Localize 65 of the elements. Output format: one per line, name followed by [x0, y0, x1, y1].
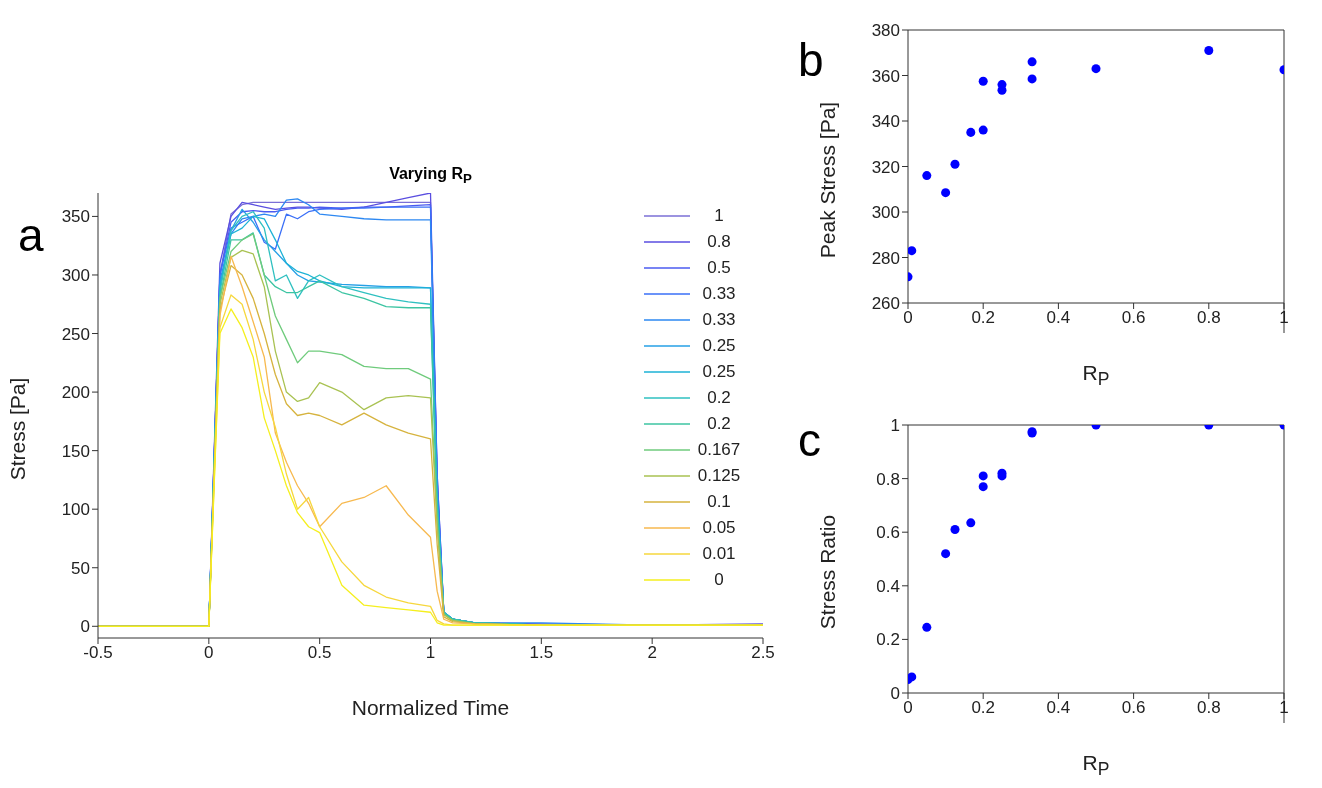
y-tick-label: 250 [61, 324, 90, 344]
legend-label: 0.2 [706, 414, 732, 434]
x-tick-label: 0.2 [971, 308, 996, 328]
legend-label: 0.1 [706, 492, 732, 512]
y-tick-label: 200 [61, 383, 90, 403]
y-tick-label: 0.2 [876, 630, 900, 650]
x-tick-label: 0 [903, 308, 913, 328]
y-tick-label: 0.4 [876, 576, 900, 596]
x-tick-label: 0.8 [1196, 308, 1221, 328]
legend-label: 0.25 [701, 362, 737, 382]
legend-label: 0.5 [706, 258, 732, 278]
y-tick-label: 380 [871, 21, 900, 41]
y-tick-label: 300 [61, 266, 90, 286]
legend-label: 0.33 [701, 284, 737, 304]
x-tick-label: 0.2 [971, 698, 996, 718]
legend-label: 1 [713, 206, 725, 226]
x-tick-label: 0.6 [1121, 308, 1146, 328]
y-tick-label: 150 [61, 441, 90, 461]
x-tick-label: 1 [1279, 308, 1289, 328]
x-tick-label: 1 [1279, 698, 1289, 718]
legend-label: 0 [713, 570, 725, 590]
y-axis-title: Peak Stress [Pa] [816, 101, 839, 258]
legend-label: 0.8 [706, 232, 732, 252]
y-tick-label: 340 [871, 112, 900, 132]
y-tick-label: 100 [61, 500, 90, 520]
legend-label: 0.125 [696, 466, 742, 486]
x-tick-label: 1 [425, 643, 436, 663]
text: a [18, 208, 44, 262]
legend-label: 0.25 [701, 336, 737, 356]
y-axis-title: Stress [Pa] [7, 376, 30, 482]
legend-label: 0.33 [701, 310, 737, 330]
text: b [798, 33, 824, 87]
legend-label: 0.2 [706, 388, 732, 408]
x-tick-label: 2 [647, 643, 657, 663]
legend-label: 0.01 [701, 544, 737, 564]
y-tick-label: 1 [890, 416, 900, 436]
y-tick-label: 0 [80, 617, 90, 637]
legend-label: 0.05 [701, 518, 737, 538]
text: c [798, 413, 821, 467]
y-tick-label: 320 [871, 157, 900, 177]
y-tick-label: 260 [871, 294, 900, 314]
y-tick-label: 350 [61, 207, 90, 227]
x-tick-label: 0.4 [1046, 698, 1071, 718]
x-tick-label: 2.5 [751, 643, 775, 663]
chart-title: Varying R$_{P}$ [388, 165, 473, 187]
legend-label: 0.167 [696, 440, 742, 460]
y-tick-label: 0 [890, 684, 900, 704]
x-tick-label: 0.8 [1196, 698, 1221, 718]
x-axis-title: Normalized Time [350, 696, 511, 720]
x-tick-label: 1.5 [529, 643, 554, 663]
x-axis-title: R$_{P}$ [1081, 751, 1111, 780]
x-tick-label: 0.5 [307, 643, 332, 663]
y-tick-label: 360 [871, 66, 900, 86]
x-tick-label: 0.4 [1046, 308, 1071, 328]
x-tick-label: -0.5 [83, 643, 113, 663]
y-axis-title: Stress Ratio [816, 514, 839, 630]
y-tick-label: 50 [71, 558, 90, 578]
y-tick-label: 280 [871, 248, 900, 268]
x-axis-title: R$_{P}$ [1081, 361, 1111, 391]
y-tick-label: 0.6 [876, 523, 900, 543]
x-tick-label: 0 [204, 643, 214, 663]
x-tick-label: 0 [903, 698, 913, 718]
y-tick-label: 300 [871, 203, 900, 223]
x-tick-label: 0.6 [1121, 698, 1146, 718]
y-tick-label: 0.8 [876, 469, 900, 489]
